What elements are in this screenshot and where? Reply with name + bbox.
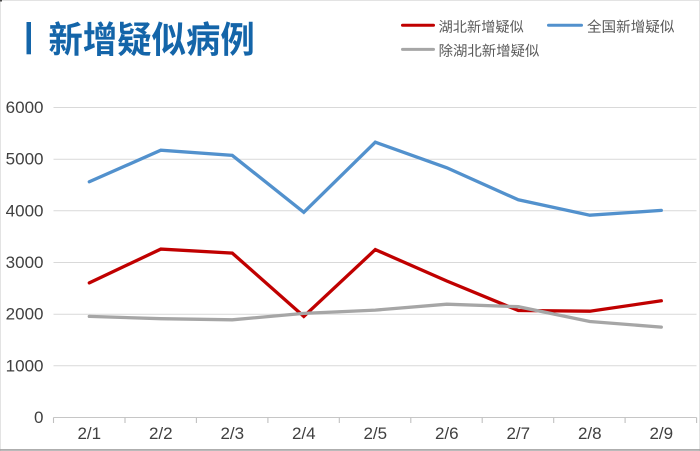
svg-text:1000: 1000 (6, 356, 44, 375)
svg-text:2/2: 2/2 (149, 424, 173, 443)
svg-text:2/5: 2/5 (363, 424, 387, 443)
svg-text:0: 0 (34, 408, 43, 427)
svg-text:2/6: 2/6 (435, 424, 459, 443)
svg-text:2/4: 2/4 (292, 424, 316, 443)
svg-text:2000: 2000 (6, 305, 44, 324)
svg-text:2/9: 2/9 (649, 424, 673, 443)
svg-text:3000: 3000 (6, 253, 44, 272)
svg-text:2/3: 2/3 (220, 424, 244, 443)
svg-text:2/1: 2/1 (77, 424, 101, 443)
svg-text:5000: 5000 (6, 150, 44, 169)
svg-text:2/8: 2/8 (578, 424, 602, 443)
svg-text:6000: 6000 (6, 98, 44, 117)
svg-text:2/7: 2/7 (506, 424, 530, 443)
svg-text:4000: 4000 (6, 201, 44, 220)
